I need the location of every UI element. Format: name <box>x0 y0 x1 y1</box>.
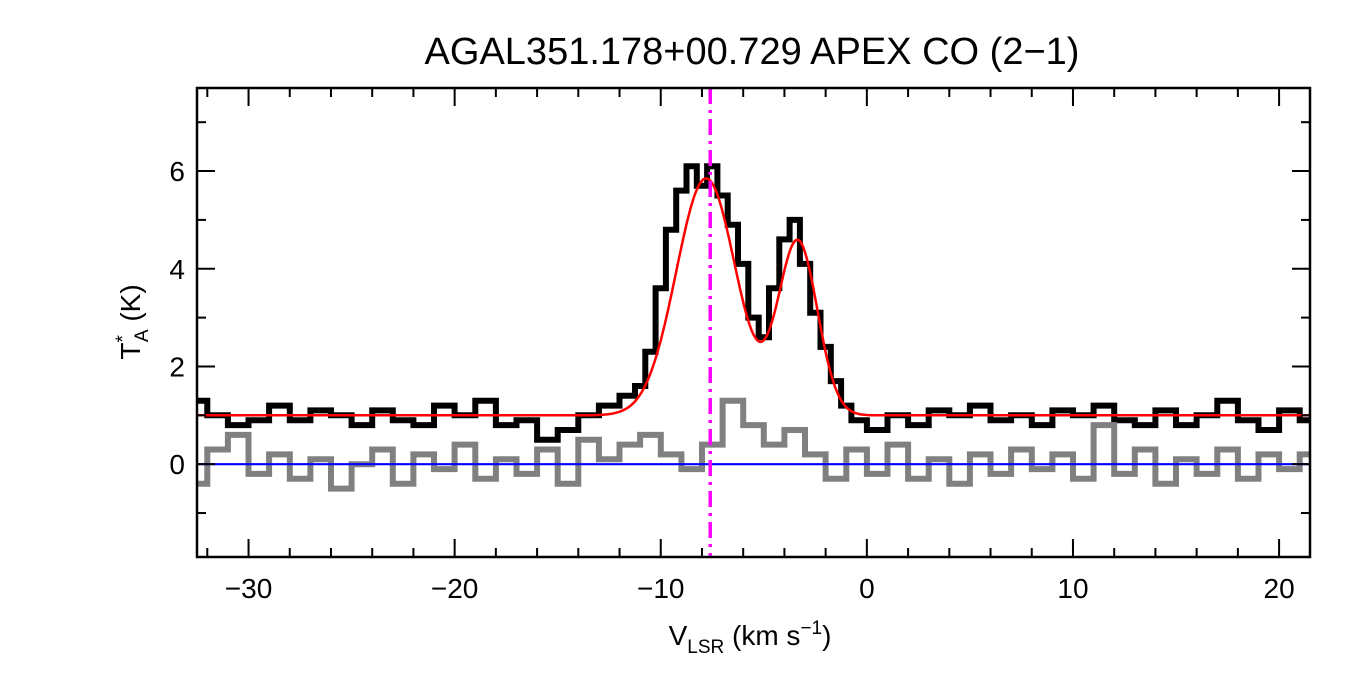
x-tick-label: 20 <box>1264 573 1295 604</box>
y-tick-label: 2 <box>169 351 185 382</box>
plot-frame <box>195 86 1312 559</box>
y-tick-label: 6 <box>169 156 185 187</box>
x-tick-label: −30 <box>225 573 273 604</box>
x-tick-label: −10 <box>637 573 685 604</box>
axis-tick-labels: −30 −20 −10 0 10 20 0 2 4 6 <box>169 156 1294 604</box>
y-tick-label: 0 <box>169 449 185 480</box>
x-tick-label: 0 <box>859 573 875 604</box>
axis-ticks <box>197 88 1310 557</box>
x-axis-label: VLSR (km s−1) <box>669 618 832 658</box>
x-tick-label: −20 <box>431 573 479 604</box>
observed-spectrum-line <box>197 163 1310 443</box>
y-axis-label: T*A (K) <box>113 284 153 359</box>
x-tick-label: 10 <box>1057 573 1088 604</box>
plot-area <box>197 88 1310 557</box>
chart-title: AGAL351.178+00.729 APEX CO (2−1) <box>425 31 1080 73</box>
residual-spectrum-line <box>197 397 1310 492</box>
y-tick-label: 4 <box>169 254 185 285</box>
gaussian-fit-line <box>197 177 1310 417</box>
